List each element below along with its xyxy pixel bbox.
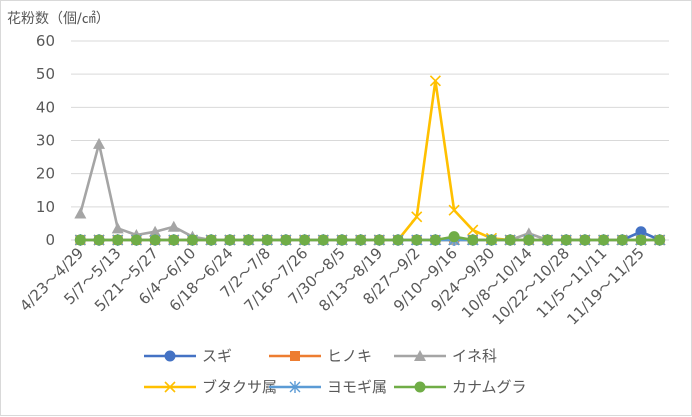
- data-point: [149, 225, 162, 237]
- data-point: [504, 234, 516, 246]
- data-point: [560, 234, 572, 246]
- data-point: [355, 234, 367, 246]
- series-3: [74, 137, 666, 245]
- y-tick-label: 30: [36, 132, 55, 150]
- data-point: [299, 234, 311, 246]
- data-point: [224, 234, 236, 246]
- data-point: [186, 234, 198, 246]
- series-line: [80, 79, 660, 242]
- legend-label: スギ: [202, 347, 232, 365]
- data-point: [448, 204, 460, 216]
- legend-label: ヨモギ属: [327, 378, 387, 396]
- data-point: [289, 381, 301, 393]
- y-axis-title: 花粉数（個/㎠）: [7, 11, 110, 27]
- legend-item: ヒノキ: [269, 347, 372, 365]
- data-point: [542, 234, 554, 246]
- data-point: [93, 137, 106, 149]
- data-point: [93, 234, 105, 246]
- data-point: [598, 234, 610, 246]
- series-6: [74, 231, 666, 246]
- grid-layer: [71, 40, 669, 241]
- data-point: [373, 234, 385, 246]
- data-point: [411, 234, 423, 246]
- series-4: [74, 75, 666, 246]
- data-point: [616, 234, 628, 246]
- data-point: [654, 234, 666, 246]
- x-tick-labels: 4/23～4/295/7～5/135/21～5/276/4～6/106/18～6…: [16, 244, 648, 328]
- data-point: [411, 211, 423, 223]
- data-point: [149, 234, 161, 246]
- data-point: [205, 234, 217, 246]
- data-point: [429, 234, 441, 246]
- y-tick-labels: 0 10 20 30 40 50 60: [36, 32, 55, 249]
- y-tick-label: 0: [45, 231, 55, 249]
- data-point: [112, 234, 124, 246]
- legend-item: スギ: [144, 347, 232, 365]
- legend-label: ヒノキ: [327, 347, 372, 365]
- data-point: [448, 231, 460, 243]
- data-point: [168, 234, 180, 246]
- data-point: [579, 234, 591, 246]
- legend-item: ブタクサ属: [144, 378, 277, 396]
- data-point: [280, 234, 292, 246]
- legend-item: カナムグラ: [394, 378, 527, 396]
- data-point: [635, 234, 647, 246]
- data-point: [164, 350, 176, 362]
- data-point: [243, 234, 255, 246]
- data-point: [290, 351, 300, 361]
- series-line: [79, 142, 660, 242]
- data-point: [74, 207, 87, 219]
- legend-item: ヨモギ属: [269, 378, 387, 396]
- data-point: [317, 234, 329, 246]
- data-point: [392, 234, 404, 246]
- series-line: [80, 235, 660, 242]
- data-point: [467, 234, 479, 246]
- series-layer: [74, 75, 666, 246]
- data-point: [336, 234, 348, 246]
- data-point: [130, 234, 142, 246]
- data-point: [414, 350, 426, 361]
- data-point: [485, 234, 497, 246]
- data-point: [414, 381, 426, 393]
- data-point: [164, 381, 176, 393]
- legend-label: カナムグラ: [452, 378, 527, 396]
- legend-item: イネ科: [394, 347, 497, 365]
- y-tick-label: 10: [36, 198, 55, 216]
- data-point: [429, 75, 441, 87]
- data-point: [467, 224, 479, 236]
- data-point: [74, 234, 86, 246]
- data-point: [523, 234, 535, 246]
- y-tick-label: 40: [36, 98, 55, 116]
- legend-label: ブタクサ属: [202, 378, 277, 396]
- data-point: [111, 222, 124, 234]
- y-tick-label: 50: [36, 65, 55, 83]
- y-tick-label: 60: [36, 32, 55, 50]
- data-point: [167, 220, 180, 232]
- y-tick-label: 20: [36, 165, 55, 183]
- data-point: [261, 234, 273, 246]
- legend-label: イネ科: [452, 347, 497, 365]
